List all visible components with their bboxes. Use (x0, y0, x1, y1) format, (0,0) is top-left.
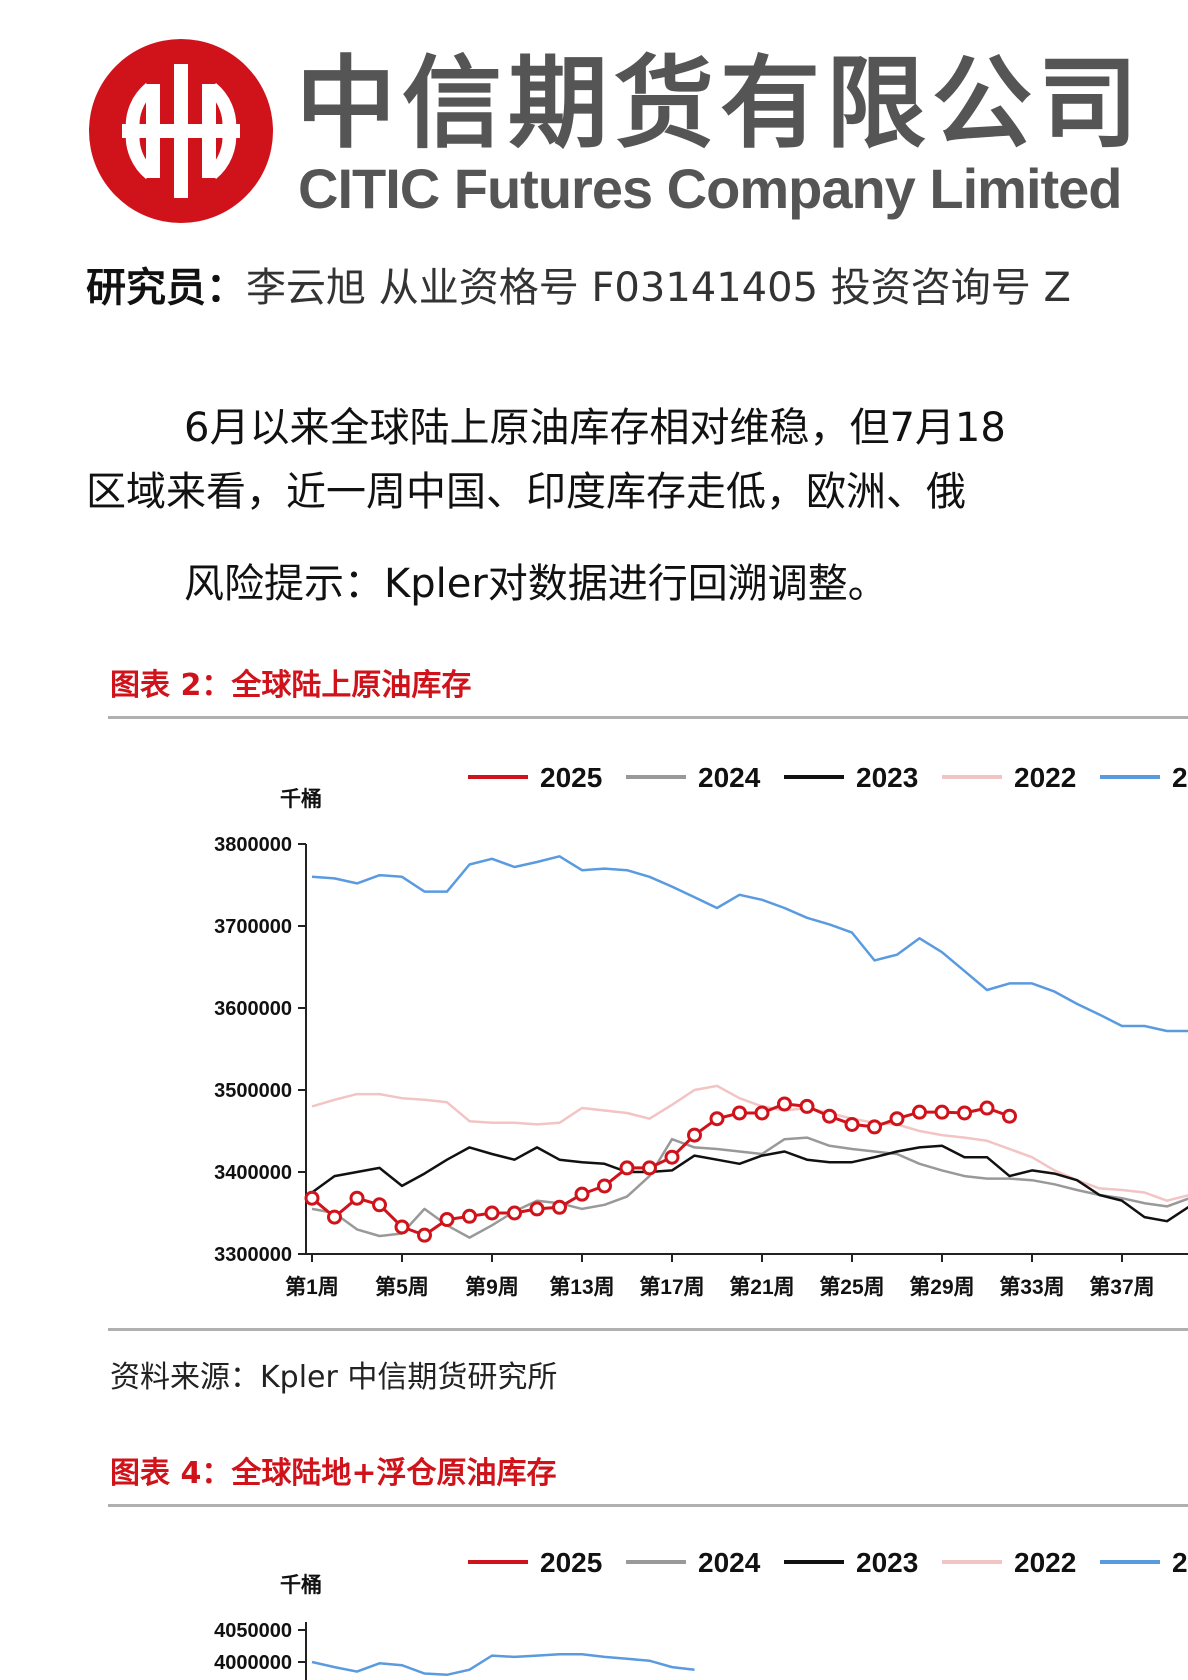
chart1-point-2025 (394, 1219, 410, 1235)
chart1-point-2025 (304, 1190, 320, 1206)
figure-2-chart: 2025 2024 2023 2022 2021 千桶 3800000 3700000 3600… (214, 762, 1188, 1299)
chart1-point-2025 (439, 1212, 455, 1228)
chart1-point-2025 (664, 1149, 680, 1165)
chart1-legend-label-2022: 2022 (1014, 762, 1076, 793)
chart1-y-tick-label: 3500000 (214, 1080, 292, 1102)
chart1-point-2025 (349, 1190, 365, 1206)
company-name-en: CITIC Futures Company Limited (298, 157, 1122, 220)
paragraph-line-1: 6月以来全球陆上原油库存相对维稳，但7月18 (184, 405, 1006, 451)
chart1-point-2025 (642, 1160, 657, 1176)
chart1-point-2025 (1002, 1108, 1017, 1124)
researcher-label: 研究员： (86, 265, 246, 311)
chart1-x-tick-label: 第37周 (1089, 1275, 1154, 1299)
source-note: 资料来源：Kpler 中信期货研究所 (110, 1360, 558, 1395)
chart1-point-2025 (552, 1199, 567, 1215)
chart1-y-tick-label: 3600000 (214, 998, 292, 1020)
chart1-point-2025 (597, 1178, 612, 1194)
chart1-point-2025 (754, 1105, 770, 1121)
company-name-cn: 中信期货有限公司 (296, 44, 1144, 162)
chart1-point-2025 (844, 1116, 860, 1132)
chart1-point-2025 (889, 1111, 905, 1127)
chart1-point-2025 (822, 1108, 837, 1124)
risk-note: 风险提示：Kpler对数据进行回溯调整。 (184, 561, 888, 607)
chart1-series-line-2021 (311, 855, 1188, 1033)
chart2-legend-label-2025: 2025 (540, 1547, 602, 1578)
chart1-y-unit: 千桶 (280, 787, 322, 811)
chart1-y-tick-label: 3800000 (214, 834, 292, 856)
chart1-point-2025 (912, 1104, 927, 1120)
chart1-series-line-2022 (311, 1084, 1188, 1202)
chart1-x-tick-label: 第13周 (549, 1275, 614, 1299)
figure-4-top-rule (108, 1504, 1188, 1507)
chart1-point-2025 (619, 1160, 635, 1176)
chart1-point-2025 (687, 1127, 702, 1143)
chart1-legend-label-2021: 2021 (1172, 762, 1188, 793)
chart1-x-tick-label: 第1周 (285, 1275, 339, 1299)
chart1-point-2025 (732, 1105, 747, 1121)
chart1-x-tick-label: 第33周 (999, 1275, 1064, 1299)
chart1-y-tick-label: 3400000 (214, 1162, 292, 1184)
chart1-x-tick-label: 第5周 (375, 1275, 429, 1299)
chart1-point-2025 (867, 1119, 882, 1135)
paragraph-line-2: 区域来看，近一周中国、印度库存走低，欧洲、俄 (86, 469, 966, 515)
chart1-series-line-2025 (311, 1102, 1011, 1237)
researcher-line: 研究员：李云旭 从业资格号 F03141405 投资咨询号 Z (86, 255, 1071, 313)
chart1-legend-label-2024: 2024 (698, 762, 761, 793)
chart2-y-unit: 千桶 (280, 1573, 322, 1597)
chart1-point-2025 (957, 1105, 972, 1121)
figure-2-title: 图表 2：全球陆上原油库存 (110, 668, 472, 703)
chart1-point-2025 (979, 1100, 995, 1116)
figure-4-title: 图表 4：全球陆地+浮仓原油库存 (110, 1456, 557, 1491)
chart1-point-2025 (777, 1096, 792, 1112)
chart2-legend-label-2022: 2022 (1014, 1547, 1076, 1578)
chart2-series-line-2021 (311, 1653, 695, 1677)
chart2-y-tick-label: 4050000 (214, 1620, 292, 1642)
figure-4-chart: 2025 2024 2023 2022 2021 千桶 4050000 4000000 (214, 1547, 1188, 1680)
company-logo: 中信期货有限公司 CITIC Futures Company Limited (89, 39, 1144, 223)
citic-emblem-inner (122, 64, 240, 198)
figure-2-bottom-rule (108, 1328, 1188, 1331)
chart1-point-2025 (574, 1186, 590, 1202)
chart1-x-tick-label: 第17周 (639, 1275, 704, 1299)
chart1-point-2025 (462, 1208, 477, 1224)
chart1-point-2025 (799, 1098, 815, 1114)
chart1-y-tick-label: 3700000 (214, 916, 292, 938)
chart1-x-tick-label: 第29周 (909, 1275, 974, 1299)
chart2-legend-label-2021: 2021 (1172, 1547, 1188, 1578)
chart1-point-2025 (327, 1209, 342, 1225)
figure-2-top-rule (108, 716, 1188, 719)
chart2-legend-label-2024: 2024 (698, 1547, 761, 1578)
chart1-x-tick-label: 第9周 (465, 1275, 519, 1299)
chart1-legend-label-2023: 2023 (856, 762, 918, 793)
chart1-legend-label-2025: 2025 (540, 762, 602, 793)
chart1-point-2025 (484, 1205, 500, 1221)
chart1-point-2025 (372, 1197, 387, 1213)
chart1-y-tick-label: 3300000 (214, 1244, 292, 1266)
chart2-legend-label-2023: 2023 (856, 1547, 918, 1578)
chart1-point-2025 (934, 1104, 950, 1120)
chart1-series-line-2024 (311, 1136, 1188, 1239)
chart1-point-2025 (507, 1205, 522, 1221)
researcher-info: 李云旭 从业资格号 F03141405 投资咨询号 Z (246, 265, 1071, 311)
chart1-series-line-2023 (311, 1144, 1188, 1223)
chart2-y-tick-label: 4000000 (214, 1652, 292, 1674)
chart1-point-2025 (709, 1111, 725, 1127)
chart1-x-tick-label: 第25周 (819, 1275, 884, 1299)
chart1-point-2025 (529, 1201, 545, 1217)
chart1-x-tick-label: 第21周 (729, 1275, 794, 1299)
chart1-point-2025 (417, 1227, 432, 1243)
